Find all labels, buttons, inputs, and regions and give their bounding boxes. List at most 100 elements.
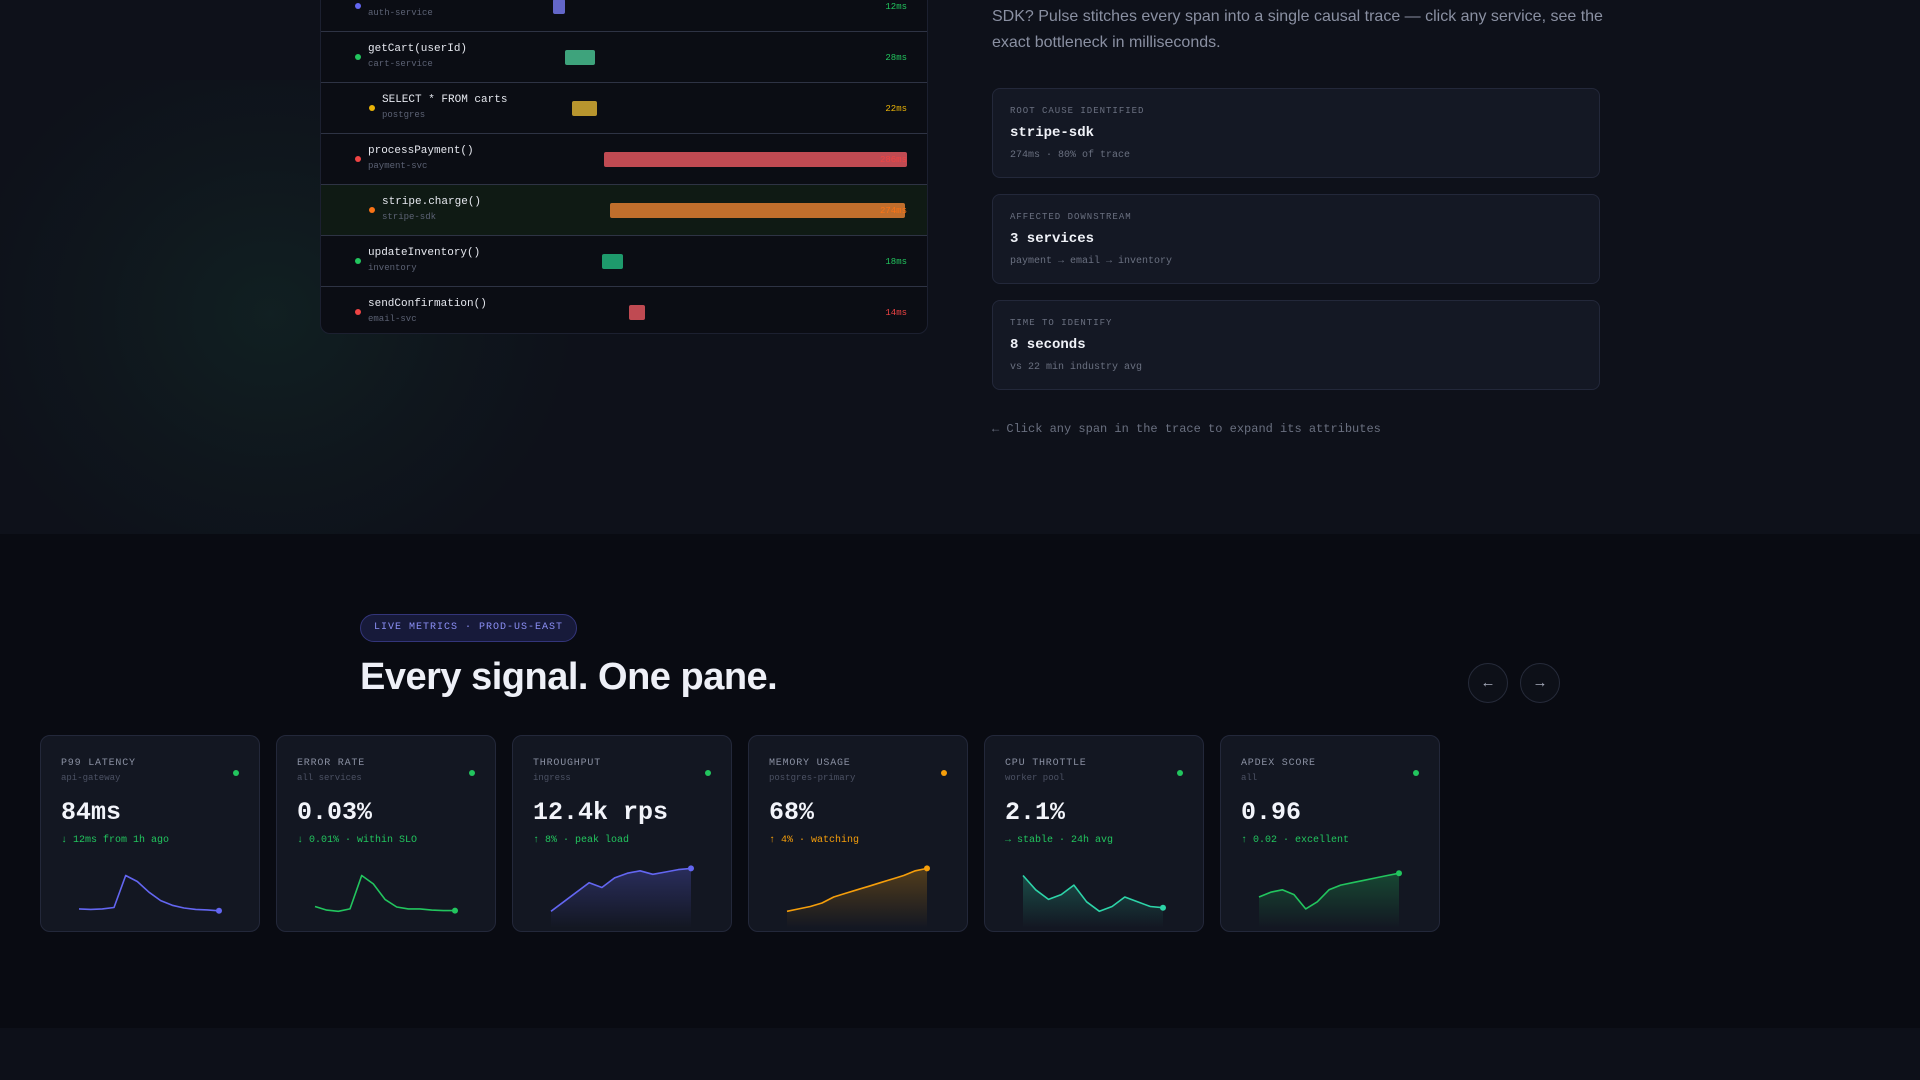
insight-label: ROOT CAUSE IDENTIFIED: [1010, 106, 1145, 116]
metric-delta: ↑ 4% · watching: [769, 835, 860, 846]
span-duration-bar[interactable]: [572, 101, 597, 116]
metric-scope: all services: [297, 773, 362, 783]
sparkline-endpoint: [1160, 904, 1166, 911]
metric-title: MEMORY USAGE: [769, 758, 851, 769]
trace-span-row[interactable]: getCart(userId) cart-service 28ms: [321, 32, 927, 83]
metric-title: P99 LATENCY: [61, 758, 136, 769]
trace-span-row[interactable]: stripe.charge() stripe-sdk 274ms: [321, 185, 927, 236]
span-service: postgres: [382, 110, 426, 120]
span-duration-label: 274ms: [879, 206, 907, 216]
insight-value: 8 seconds: [1010, 337, 1086, 353]
carousel-prev-button[interactable]: ←: [1468, 663, 1508, 703]
insight-sub: vs 22 min industry avg: [1010, 362, 1143, 373]
metric-card[interactable]: THROUGHPUT ingress 12.4k rps ↑ 8% · peak lo…: [512, 735, 732, 932]
span-status-dot: [355, 54, 361, 60]
sparkline-endpoint: [688, 865, 694, 872]
metric-status-dot: [1177, 770, 1183, 776]
insight-root-cause: ROOT CAUSE IDENTIFIED stripe-sdk 274ms ·…: [992, 88, 1600, 178]
sparkline-line: [550, 867, 692, 912]
metric-status-dot: [705, 770, 711, 776]
span-name: processPayment(): [368, 145, 474, 157]
metric-value: 0.03%: [297, 798, 373, 827]
span-service: auth-service: [368, 8, 433, 18]
span-name: stripe.charge(): [382, 196, 482, 208]
span-status-dot: [355, 258, 361, 264]
span-duration-bar[interactable]: [553, 0, 565, 14]
metric-card[interactable]: ERROR RATE all services 0.03% ↓ 0.01% · wit…: [276, 735, 496, 932]
span-status-dot: [355, 3, 361, 9]
sparkline-area: [551, 868, 691, 928]
metric-card[interactable]: APDEX SCORE all 0.96 ↑ 0.02 · excellent: [1220, 735, 1440, 932]
metric-sparkline: [314, 874, 458, 914]
sparkline-endpoint: [452, 907, 458, 914]
trace-span-row[interactable]: updateInventory() inventory 18ms: [321, 236, 927, 287]
metric-delta: ↓ 0.01% · within SLO: [297, 835, 418, 846]
span-status-dot: [355, 309, 361, 315]
section-description: SDK? Pulse stitches every span into a si…: [992, 8, 1603, 51]
sparkline-endpoint: [924, 865, 930, 872]
span-service: payment-svc: [368, 161, 428, 171]
trace-span-row[interactable]: SELECT * FROM carts postgres 22ms: [321, 83, 927, 134]
span-duration-bar[interactable]: [565, 50, 596, 65]
metric-card[interactable]: MEMORY USAGE postgres-primary 68% ↑ 4% · wa…: [748, 735, 968, 932]
metric-scope: ingress: [533, 773, 571, 783]
metric-delta: ↑ 8% · peak load: [533, 835, 630, 846]
metric-scope: api-gateway: [61, 773, 121, 783]
metric-sparkline: [78, 874, 222, 914]
footer-strip: [0, 1028, 1920, 1080]
span-service: cart-service: [368, 59, 433, 69]
span-status-dot: [355, 156, 361, 162]
sparkline-area: [1259, 873, 1399, 928]
span-duration-label: 286ms: [879, 155, 907, 165]
trace-hint: ← Click any span in the trace to expand …: [992, 422, 1381, 436]
metric-scope: postgres-primary: [769, 773, 856, 783]
span-name: SELECT * FROM carts: [382, 94, 508, 106]
carousel-next-button[interactable]: →: [1520, 663, 1560, 703]
metric-sparkline: [1022, 874, 1166, 928]
trace-span-row[interactable]: sendConfirmation() email-svc 14ms: [321, 287, 927, 333]
insight-sub: payment → email → inventory: [1010, 256, 1173, 267]
sparkline-area: [1023, 875, 1163, 928]
trace-span-row[interactable]: auth-service 12ms: [321, 0, 927, 32]
insight-value: stripe-sdk: [1010, 125, 1095, 141]
metric-scope: worker pool: [1005, 773, 1065, 783]
sparkline-line: [78, 874, 220, 912]
span-status-dot: [369, 105, 375, 111]
metric-sparkline: [786, 865, 930, 928]
metric-title: APDEX SCORE: [1241, 758, 1316, 769]
span-service: inventory: [368, 263, 417, 273]
span-duration-label: 28ms: [885, 53, 907, 63]
metric-value: 2.1%: [1005, 798, 1066, 827]
sparkline-area: [787, 868, 927, 928]
span-name: getCart(userId): [368, 43, 468, 55]
span-duration-bar[interactable]: [604, 152, 907, 167]
span-duration-label: 22ms: [885, 104, 907, 114]
span-duration-label: 18ms: [885, 257, 907, 267]
metric-sparkline: [1258, 870, 1402, 928]
insight-time-to-identify: TIME TO IDENTIFY 8 seconds vs 22 min ind…: [992, 300, 1600, 390]
span-name: updateInventory(): [368, 247, 481, 259]
sparkline-line: [314, 874, 455, 913]
sparkline-line: [786, 867, 928, 913]
span-duration-bar[interactable]: [601, 254, 624, 269]
metric-delta: ↓ 12ms from 1h ago: [61, 835, 170, 846]
metric-status-dot: [1413, 770, 1419, 776]
live-metrics-badge: LIVE METRICS · PROD-US-EAST: [360, 614, 578, 642]
span-status-dot: [369, 207, 375, 213]
metric-status-dot: [941, 770, 947, 776]
trace-waterfall: auth-service 12ms getCart(userId) cart-serv…: [320, 0, 928, 334]
insight-sub: 274ms · 80% of trace: [1010, 150, 1131, 161]
span-duration-bar[interactable]: [629, 305, 646, 320]
metric-title: CPU THROTTLE: [1005, 758, 1087, 769]
metric-delta: → stable · 24h avg: [1005, 835, 1114, 846]
span-duration-bar[interactable]: [609, 203, 906, 218]
span-service: stripe-sdk: [382, 212, 437, 222]
metric-card[interactable]: P99 LATENCY api-gateway 84ms ↓ 12ms from 1h…: [40, 735, 260, 932]
trace-span-row[interactable]: processPayment() payment-svc 286ms: [321, 134, 927, 185]
insight-value: 3 services: [1010, 231, 1095, 247]
span-duration-label: 14ms: [885, 308, 907, 318]
metric-delta: ↑ 0.02 · excellent: [1241, 835, 1350, 846]
span-duration-label: 12ms: [885, 2, 907, 12]
metric-card[interactable]: CPU THROTTLE worker pool 2.1% → stable · 24…: [984, 735, 1204, 932]
metric-value: 12.4k rps: [533, 798, 669, 827]
